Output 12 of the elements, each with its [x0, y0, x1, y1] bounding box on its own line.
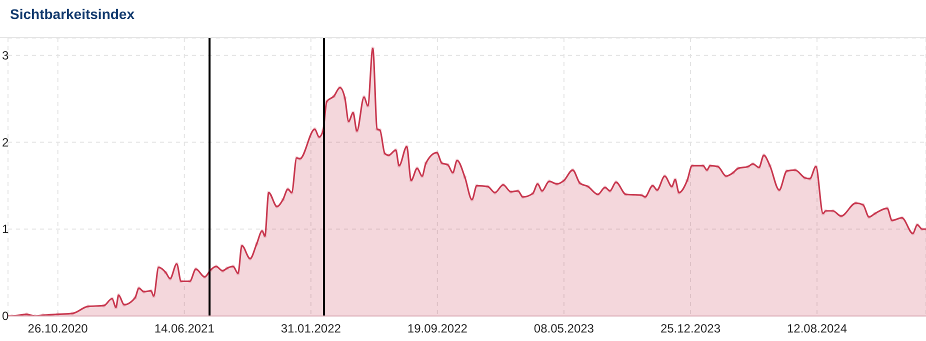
x-tick-label: 19.09.2022 — [407, 322, 468, 336]
y-tick-label: 2 — [2, 135, 9, 150]
x-tick-label: 26.10.2020 — [28, 322, 88, 336]
y-tick-label: 1 — [2, 222, 9, 236]
chart-title: Sichtbarkeitsindex — [10, 6, 134, 22]
x-tick-label: 25.12.2023 — [660, 322, 721, 336]
x-tick-label: 31.01.2022 — [280, 322, 342, 336]
y-tick-label: 3 — [2, 48, 9, 62]
y-tick-label: 0 — [2, 309, 9, 323]
x-tick-label: 12.08.2024 — [786, 322, 848, 336]
x-tick-label: 08.05.2023 — [534, 322, 594, 336]
x-tick-label: 14.06.2021 — [154, 322, 215, 336]
